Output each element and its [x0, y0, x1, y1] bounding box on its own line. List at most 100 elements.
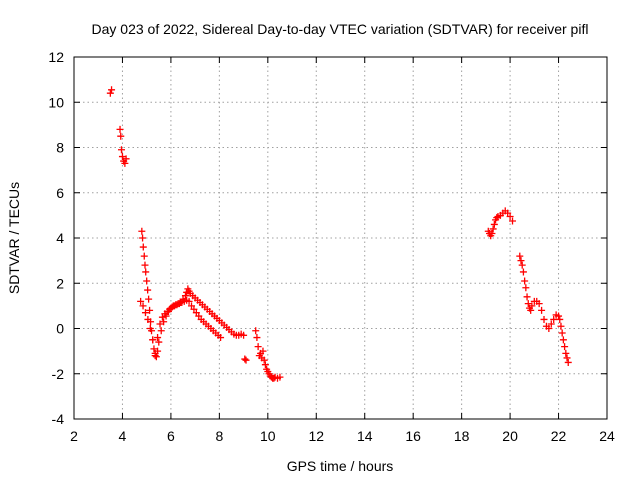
data-point [144, 315, 152, 323]
data-point [146, 306, 154, 314]
data-point [556, 315, 564, 323]
data-point [555, 312, 563, 320]
x-tick-label: 12 [308, 428, 324, 444]
data-point [260, 356, 268, 364]
data-point [540, 315, 548, 323]
data-point [118, 153, 126, 161]
y-axis-label: SDTVAR / TECUs [6, 182, 22, 294]
data-point [144, 286, 152, 294]
data-point [150, 345, 158, 353]
data-point [545, 325, 553, 332]
data-point [538, 306, 546, 314]
data-point [117, 146, 125, 154]
data-point [117, 132, 125, 140]
data-point [145, 295, 153, 303]
data-point [558, 329, 566, 337]
data-point [521, 277, 529, 285]
y-tick-label: 12 [48, 49, 64, 65]
data-point [557, 322, 565, 330]
y-tick-label: 0 [56, 321, 64, 337]
x-tick-label: 2 [70, 428, 78, 444]
data-point [240, 331, 248, 339]
data-point [276, 373, 284, 381]
data-point [517, 257, 525, 265]
data-point [108, 86, 116, 94]
series-morning-segment-b [137, 296, 225, 357]
data-point [564, 358, 572, 366]
y-tick-label: 2 [56, 275, 64, 291]
data-point [528, 302, 536, 310]
data-point [516, 252, 524, 260]
x-axis-label: GPS time / hours [287, 458, 394, 474]
data-point [527, 306, 535, 314]
data-point [241, 355, 249, 363]
data-point [253, 334, 261, 342]
y-tick-label: -4 [52, 411, 65, 427]
data-point [518, 261, 526, 269]
data-point [523, 293, 531, 301]
data-point [185, 297, 193, 305]
data-point [217, 334, 225, 342]
y-tick-label: 10 [48, 94, 64, 110]
data-point [116, 125, 124, 133]
data-point [559, 336, 567, 344]
data-point [139, 234, 147, 242]
x-tick-label: 20 [502, 428, 518, 444]
data-point [140, 252, 148, 260]
x-tick-label: 18 [454, 428, 470, 444]
data-point [550, 315, 558, 323]
x-tick-label: 4 [119, 428, 127, 444]
data-point [535, 300, 543, 308]
data-point [519, 268, 527, 276]
data-point [522, 284, 530, 292]
data-point [156, 320, 164, 328]
y-tick-labels: -4 -2 0 2 4 6 8 10 12 [48, 49, 64, 427]
data-point [157, 327, 165, 335]
data-point [141, 309, 149, 317]
series-morning-segment-a [138, 227, 250, 364]
series-evening-segment [484, 207, 517, 240]
y-tick-label: 4 [56, 230, 64, 246]
x-tick-label: 22 [551, 428, 567, 444]
data-point [259, 347, 267, 355]
x-tick-label: 10 [260, 428, 276, 444]
x-tick-label: 16 [405, 428, 421, 444]
data-point [146, 325, 154, 332]
data-point [562, 349, 570, 357]
data-point [141, 261, 149, 269]
data-point [252, 327, 260, 335]
series-early-segment [106, 86, 130, 167]
x-tick-labels: 2 4 6 8 10 12 14 16 18 20 22 24 [70, 428, 615, 444]
data-point [488, 229, 496, 237]
data-point [139, 243, 147, 251]
data-point [143, 277, 151, 285]
y-tick-label: -2 [52, 366, 65, 382]
data-point [563, 354, 571, 362]
data-point [152, 353, 160, 361]
data-point [138, 227, 146, 235]
data-point [509, 217, 517, 225]
data-point [149, 336, 157, 344]
data-points [106, 86, 572, 382]
data-point [154, 334, 162, 342]
data-point [181, 292, 189, 300]
data-point [254, 343, 262, 351]
x-tick-label: 14 [357, 428, 373, 444]
data-point [122, 155, 130, 163]
data-point [524, 300, 532, 308]
data-point [242, 356, 250, 364]
series-night-segment [516, 252, 572, 366]
data-point [261, 361, 269, 369]
data-point [160, 318, 168, 326]
data-point [547, 320, 555, 328]
data-point [121, 159, 129, 167]
data-point [137, 297, 145, 305]
axis-ticks [73, 56, 608, 420]
data-point [142, 268, 150, 276]
series-late-morning-segment [252, 327, 284, 382]
chart-title: Day 023 of 2022, Sidereal Day-to-day VTE… [92, 21, 589, 37]
y-tick-label: 6 [56, 185, 64, 201]
grid [74, 57, 607, 419]
data-point [139, 302, 147, 310]
